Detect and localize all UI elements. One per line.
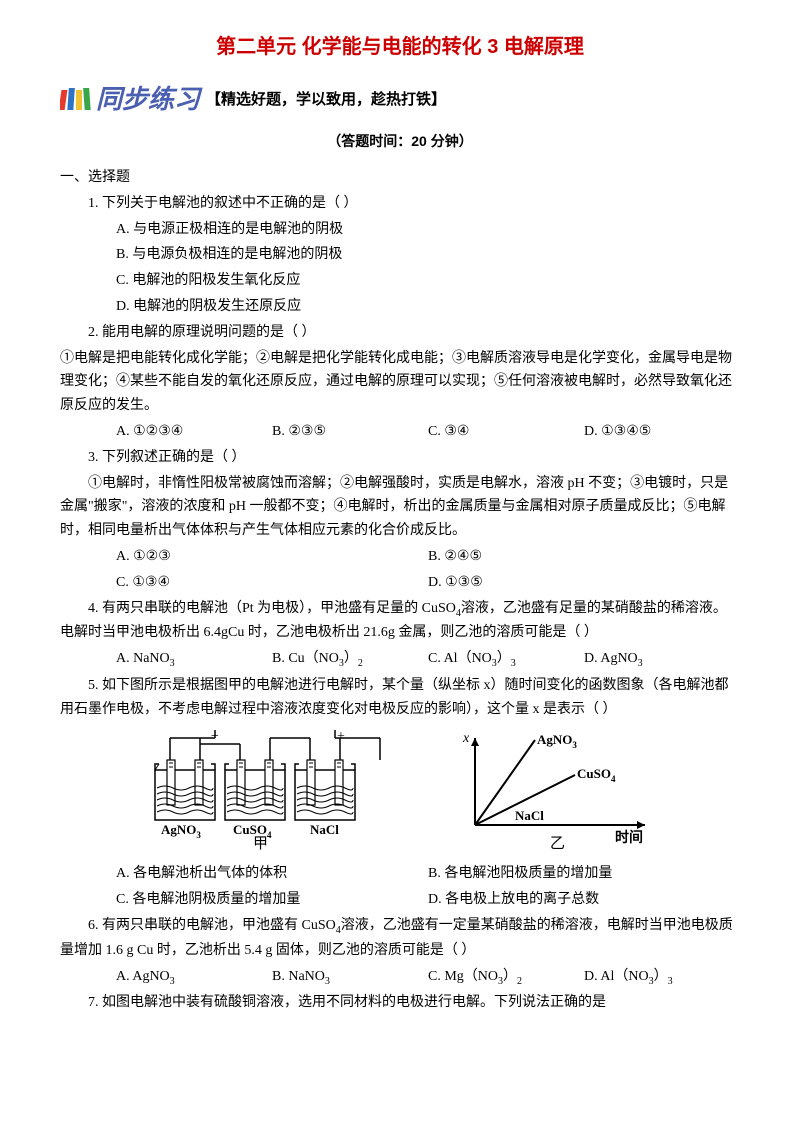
q4-stem-a: 4. 有两只串联的电解池（Pt 为电极），甲池盛有足量的 CuSO	[88, 601, 456, 616]
svg-text:时间: 时间	[615, 829, 643, 846]
q3-body: ①电解时，非惰性阳极常被腐蚀而溶解；②电解强酸时，实质是电解水，溶液 pH 不变…	[60, 472, 740, 543]
q4-opt-c: C. Al（NO3）3	[428, 647, 584, 672]
svg-text:−: −	[211, 730, 219, 744]
svg-text:甲: 甲	[253, 836, 268, 850]
q2-opt-a: A. ①②③④	[116, 420, 272, 444]
q2-opt-c: C. ③④	[428, 420, 584, 444]
q5-stem-text: 5. 如下图所示是根据图甲的电解池进行电解时，某个量（纵坐标 x）随时间变化的函…	[60, 678, 729, 717]
svg-text:NaCl: NaCl	[310, 822, 339, 837]
q5-figures: − +	[60, 730, 740, 859]
q3-options-row1: A. ①②③ B. ②④⑤	[60, 545, 740, 569]
q5-stem: 5. 如下图所示是根据图甲的电解池进行电解时，某个量（纵坐标 x）随时间变化的函…	[60, 674, 740, 722]
svg-text:+: +	[337, 730, 345, 744]
q5-opt-d: D. 各电极上放电的离子总数	[428, 888, 740, 912]
q3-opt-d: D. ①③⑤	[428, 571, 740, 595]
banner-sub: 【精选好题，学以致用，趁热打铁】	[206, 87, 446, 113]
q2-stem: 2. 能用电解的原理说明问题的是（ ）	[60, 321, 740, 345]
svg-text:NaCl: NaCl	[515, 808, 544, 823]
section-heading: 一、选择题	[60, 166, 740, 190]
q5-options-row1: A. 各电解池析出气体的体积 B. 各电解池阳极质量的增加量	[60, 862, 740, 886]
q6-stem: 6. 有两只串联的电解池，甲池盛有 CuSO4溶液，乙池盛有一定量某硝酸盐的稀溶…	[60, 914, 740, 963]
q6-opt-c: C. Mg（NO3）2	[428, 965, 584, 990]
q4-opt-d: D. AgNO3	[584, 647, 740, 672]
q6-stem-a: 6. 有两只串联的电解池，甲池盛有 CuSO	[88, 918, 336, 933]
q5-opt-c: C. 各电解池阴极质量的增加量	[116, 888, 428, 912]
q6-opt-a: A. AgNO3	[116, 965, 272, 990]
q2-body: ①电解是把电能转化成化学能；②电解是把化学能转化成电能；③电解质溶液导电是化学变…	[60, 347, 740, 418]
banner: 同步练习 【精选好题，学以致用，趁热打铁】	[60, 78, 740, 122]
q3-opt-a: A. ①②③	[116, 545, 428, 569]
q5-opt-a: A. 各电解池析出气体的体积	[116, 862, 428, 886]
svg-text:AgNO3: AgNO3	[537, 732, 577, 750]
q4-options: A. NaNO3 B. Cu（NO3）2 C. Al（NO3）3 D. AgNO…	[60, 647, 740, 672]
q1-opt-c: C. 电解池的阳极发生氧化反应	[60, 269, 740, 293]
q4-opt-a: A. NaNO3	[116, 647, 272, 672]
q4-opt-b: B. Cu（NO3）2	[272, 647, 428, 672]
q3-stem: 3. 下列叙述正确的是（ ）	[60, 446, 740, 470]
q1-opt-b: B. 与电源负极相连的是电解池的阴极	[60, 243, 740, 267]
q2-opt-b: B. ②③⑤	[272, 420, 428, 444]
q6-opt-d: D. Al（NO3）3	[584, 965, 740, 990]
books-icon	[60, 86, 92, 114]
q3-opt-c: C. ①③④	[116, 571, 428, 595]
q6-opt-b: B. NaNO3	[272, 965, 428, 990]
q4-stem: 4. 有两只串联的电解池（Pt 为电极），甲池盛有足量的 CuSO4溶液，乙池盛…	[60, 597, 740, 646]
page-title: 第二单元 化学能与电能的转化 3 电解原理	[60, 30, 740, 64]
q5-options-row2: C. 各电解池阴极质量的增加量 D. 各电极上放电的离子总数	[60, 888, 740, 912]
q2-options: A. ①②③④ B. ②③⑤ C. ③④ D. ①③④⑤	[60, 420, 740, 444]
timing: （答题时间：20 分钟）	[60, 130, 740, 154]
q5-opt-b: B. 各电解池阳极质量的增加量	[428, 862, 740, 886]
figure-jia: − +	[145, 730, 405, 859]
svg-text:x: x	[462, 731, 470, 746]
q1-stem: 1. 下列关于电解池的叙述中不正确的是（ ）	[60, 192, 740, 216]
svg-text:AgNO3: AgNO3	[161, 822, 201, 840]
q2-opt-d: D. ①③④⑤	[584, 420, 740, 444]
svg-text:CuSO4: CuSO4	[577, 766, 616, 784]
q6-options: A. AgNO3 B. NaNO3 C. Mg（NO3）2 D. Al（NO3）…	[60, 965, 740, 990]
banner-main: 同步练习	[96, 78, 200, 122]
svg-text:乙: 乙	[550, 836, 565, 850]
figure-yi: x 时间 AgNO3 CuSO4 NaCl 乙	[455, 730, 655, 859]
q1-opt-a: A. 与电源正极相连的是电解池的阴极	[60, 218, 740, 242]
q3-opt-b: B. ②④⑤	[428, 545, 740, 569]
q7-stem: 7. 如图电解池中装有硫酸铜溶液，选用不同材料的电极进行电解。下列说法正确的是	[60, 991, 740, 1015]
q3-options-row2: C. ①③④ D. ①③⑤	[60, 571, 740, 595]
q1-opt-d: D. 电解池的阴极发生还原反应	[60, 295, 740, 319]
